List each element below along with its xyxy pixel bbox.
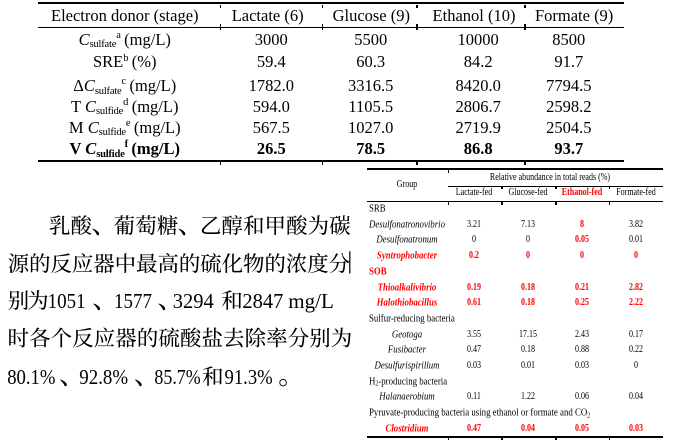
svg-text:1051: 1051 (48, 289, 86, 313)
svg-text:2847: 2847 (242, 289, 283, 313)
svg-text:mg/L: mg/L (288, 289, 334, 313)
svg-text:80.1%: 80.1% (7, 365, 55, 389)
svg-text:85.7%: 85.7% (154, 365, 200, 389)
svg-text:92.8%: 92.8% (79, 365, 128, 389)
svg-text:1577: 1577 (114, 289, 152, 313)
svg-text:3294: 3294 (173, 289, 214, 313)
svg-text:91.3%: 91.3% (225, 365, 273, 389)
